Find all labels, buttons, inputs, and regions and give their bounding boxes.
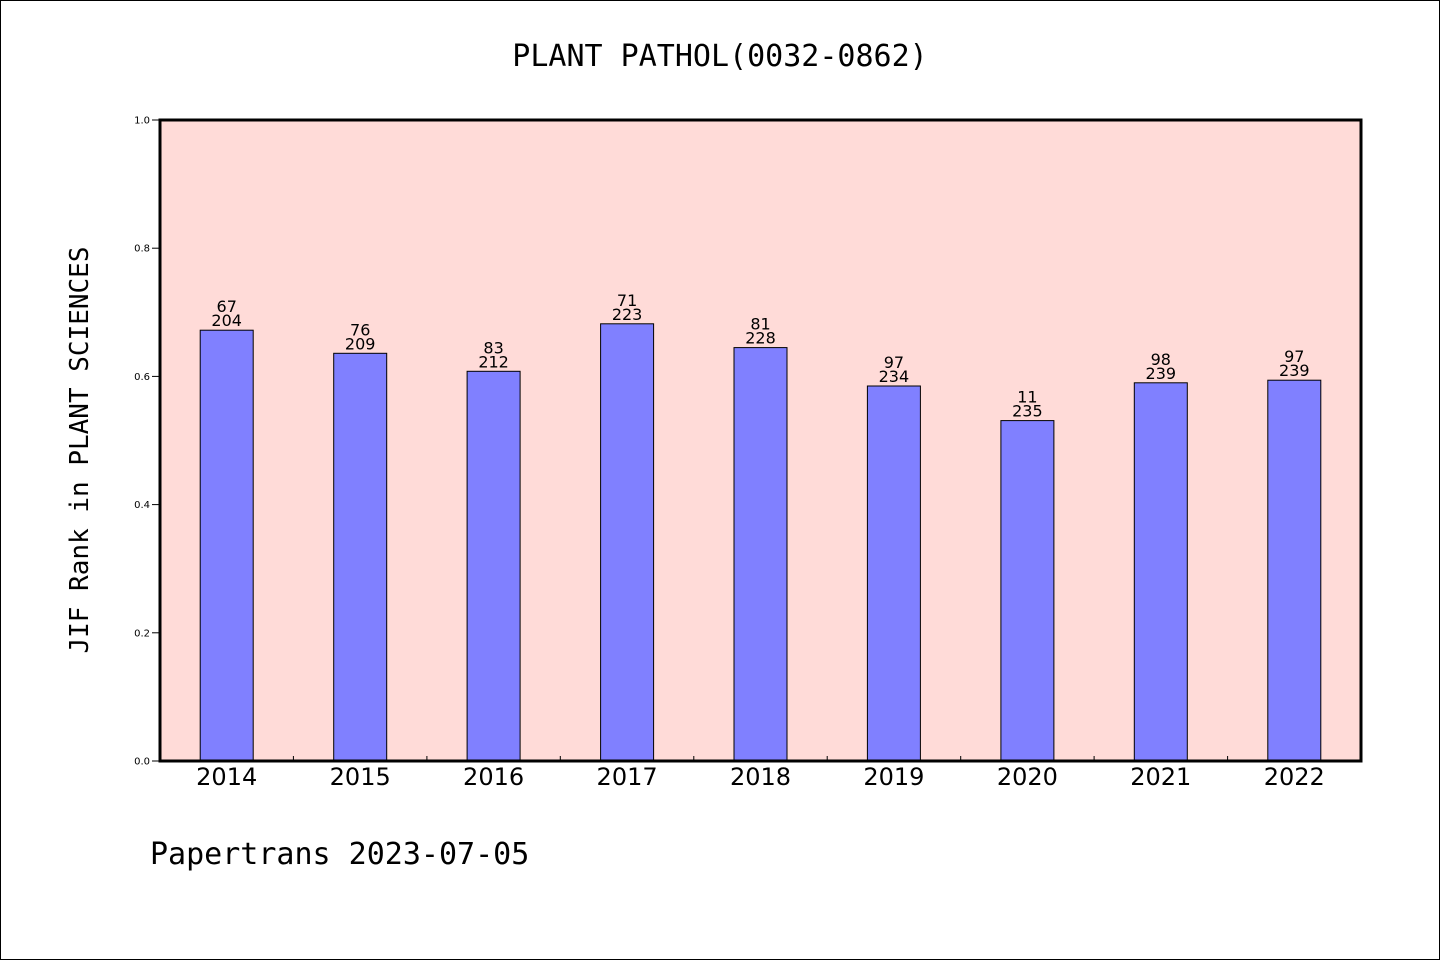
bar-label-total-2019: 234 <box>879 367 910 386</box>
bar-label-rank-2017: 71 <box>617 291 637 310</box>
bar-label-total-2018: 228 <box>745 329 776 348</box>
x-tick-label-2017: 2017 <box>597 763 658 791</box>
footer-credit: Papertrans 2023-07-05 <box>150 837 529 872</box>
y-axis-label: JIF Rank in PLANT SCIENCES <box>65 247 95 654</box>
bar-label-rank-2014: 67 <box>217 297 237 316</box>
x-tick-label-2015: 2015 <box>330 763 391 791</box>
x-tick-label-2018: 2018 <box>730 763 791 791</box>
x-tick-label-2020: 2020 <box>997 763 1058 791</box>
x-tick-label-2016: 2016 <box>463 763 524 791</box>
bar-label-total-2016: 212 <box>478 352 509 371</box>
y-tick-label-0.2: 0.2 <box>134 628 150 639</box>
bar-label-total-2015: 209 <box>345 334 376 353</box>
bar-2018 <box>733 347 788 762</box>
plot-border <box>158 118 1363 763</box>
bar-2015 <box>333 352 388 762</box>
bar-2022 <box>1267 379 1322 762</box>
bar-label-total-2017: 223 <box>612 305 643 324</box>
bar-label-rank-2016: 83 <box>483 338 503 357</box>
bar-2020 <box>1000 420 1055 762</box>
x-tick-label-2014: 2014 <box>196 763 257 791</box>
x-tick-label-2021: 2021 <box>1130 763 1191 791</box>
bar-2016 <box>466 370 521 762</box>
bar-label-total-2020: 235 <box>1012 402 1043 421</box>
bar-label-rank-2022: 97 <box>1284 347 1304 366</box>
bar-2019 <box>866 385 921 762</box>
bar-label-rank-2018: 81 <box>750 315 770 334</box>
chart-title: PLANT PATHOL(0032-0862) <box>512 39 927 74</box>
bar-label-total-2022: 239 <box>1279 361 1310 380</box>
bar-label-total-2014: 204 <box>211 311 242 330</box>
bar-label-rank-2020: 11 <box>1017 388 1037 407</box>
bar-2017 <box>600 323 655 762</box>
bar-2021 <box>1133 382 1188 762</box>
y-tick-label-0.8: 0.8 <box>134 244 150 255</box>
bar-label-total-2021: 239 <box>1146 364 1177 383</box>
y-tick-label-0.6: 0.6 <box>134 372 150 383</box>
ticks-group: 2014 2015 2016 2017 2018 2019 2020 2021 2022 0.0 0… <box>134 116 1325 792</box>
y-tick-label-1.0: 1.0 <box>134 116 150 127</box>
y-tick-label-0.4: 0.4 <box>134 500 150 511</box>
x-tick-label-2022: 2022 <box>1264 763 1325 791</box>
bar-2014 <box>199 329 254 762</box>
bar-label-rank-2021: 98 <box>1151 350 1171 369</box>
y-tick-label-0.0: 0.0 <box>134 757 150 768</box>
bar-label-rank-2015: 76 <box>350 320 370 339</box>
bar-label-rank-2019: 97 <box>884 353 904 372</box>
x-tick-label-2019: 2019 <box>863 763 924 791</box>
